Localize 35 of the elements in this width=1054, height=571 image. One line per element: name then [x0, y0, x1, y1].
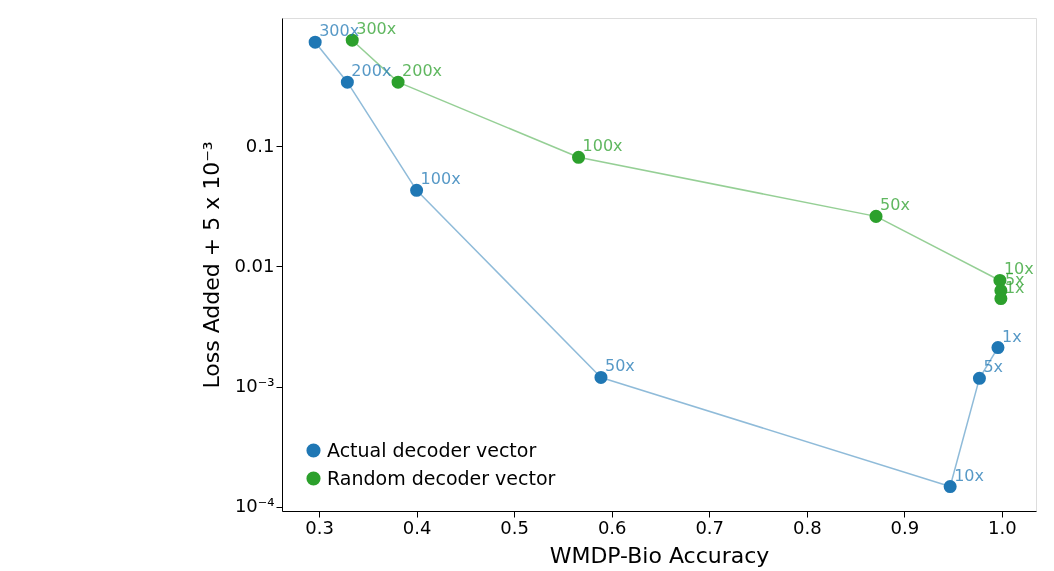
point — [869, 209, 883, 223]
point — [943, 480, 957, 494]
x-tick-label: 1.0 — [988, 516, 1017, 538]
x-tick-label: 0.8 — [792, 516, 822, 538]
annotation: 50x — [604, 356, 635, 376]
x-tick-label: 0.9 — [890, 516, 920, 538]
annotation: 50x — [880, 195, 910, 215]
point — [972, 371, 986, 385]
y-axis-title: Loss Added + 5 x 10⁻³ — [199, 141, 225, 389]
annotation: 1x — [1001, 326, 1022, 346]
y-tick-label: 0.01 — [234, 254, 275, 276]
annotation: 200x — [402, 61, 443, 81]
point — [572, 150, 586, 164]
x-tick-label: 0.4 — [402, 516, 432, 538]
point — [340, 75, 354, 89]
y-tick-label: 0.1 — [245, 134, 275, 156]
point — [308, 35, 322, 49]
annotation: 10x — [954, 465, 984, 485]
legend-label: Random decoder vector — [327, 466, 556, 489]
annotation: 100x — [420, 169, 461, 189]
x-tick-label: 0.6 — [597, 516, 627, 538]
annotation: 100x — [582, 136, 623, 156]
point — [391, 75, 405, 89]
point — [994, 292, 1008, 306]
point — [410, 183, 424, 197]
x-tick-label: 0.3 — [305, 516, 334, 538]
point — [594, 370, 608, 384]
point — [991, 341, 1005, 355]
y-tick-label: 10⁻⁴ — [234, 495, 275, 517]
x-tick-label: 0.5 — [500, 516, 529, 538]
legend-label: Actual decoder vector — [327, 438, 537, 461]
annotation: 5x — [983, 357, 1004, 377]
y-tick-label: 10⁻³ — [234, 375, 275, 397]
x-axis-title: WMDP-Bio Accuracy — [549, 542, 770, 568]
x-tick-label: 0.7 — [695, 516, 725, 538]
